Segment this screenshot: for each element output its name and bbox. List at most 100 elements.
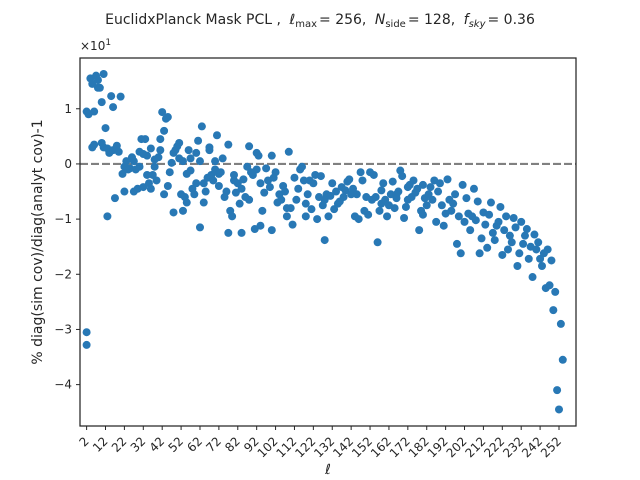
- data-point: [97, 98, 106, 107]
- data-point: [364, 210, 373, 219]
- data-point: [292, 195, 301, 204]
- data-point: [498, 250, 507, 259]
- data-point: [454, 212, 463, 221]
- data-point: [352, 190, 361, 199]
- y-axis-label: % diag(sim cov)/diag(analyt cov)-1: [30, 119, 46, 364]
- data-point: [401, 202, 410, 211]
- data-point: [267, 151, 276, 160]
- y-axis-ticks: −4 −3 −2 −1 0 1: [54, 102, 80, 392]
- data-point: [141, 135, 150, 144]
- data-point: [356, 168, 365, 177]
- title-fsky-symbol: f: [464, 12, 471, 28]
- svg-text:EuclidxPlanck Mask PCL ,: EuclidxPlanck Mask PCL , ℓmax = 256, Nsid…: [105, 12, 535, 30]
- data-point: [316, 172, 325, 181]
- data-point: [82, 340, 91, 349]
- data-point: [485, 210, 494, 219]
- data-point: [460, 217, 469, 226]
- data-point: [409, 176, 418, 185]
- data-point: [473, 197, 482, 206]
- data-point: [515, 249, 524, 258]
- data-point: [288, 220, 297, 229]
- x-axis-label: ℓ: [324, 462, 331, 478]
- data-point: [211, 157, 220, 166]
- data-point: [554, 405, 563, 414]
- y-tick-label: −1: [54, 212, 72, 226]
- x-tick-label: 22: [109, 434, 130, 455]
- data-point: [199, 198, 208, 207]
- data-point: [143, 151, 152, 160]
- data-point: [313, 215, 322, 224]
- data-point: [216, 168, 225, 177]
- y-tick-label: 0: [64, 157, 72, 171]
- data-point: [462, 194, 471, 203]
- data-point: [245, 195, 254, 204]
- data-point: [524, 254, 533, 263]
- data-point: [245, 142, 254, 151]
- plot-frame: [79, 57, 577, 427]
- data-point: [415, 226, 424, 235]
- data-point: [369, 170, 378, 179]
- data-point: [456, 249, 465, 258]
- data-point: [428, 195, 437, 204]
- data-point: [534, 238, 543, 247]
- data-point: [332, 187, 341, 196]
- data-point: [163, 113, 172, 122]
- data-point: [99, 70, 108, 78]
- data-point: [103, 212, 112, 221]
- data-point: [194, 136, 203, 145]
- data-point: [520, 231, 529, 240]
- data-point: [500, 226, 509, 235]
- data-point: [469, 184, 478, 193]
- data-point: [303, 190, 312, 199]
- y-offset-text: ×101: [80, 38, 111, 53]
- data-point: [192, 148, 201, 157]
- data-point: [224, 140, 233, 149]
- data-point: [298, 162, 307, 171]
- data-point: [135, 162, 144, 171]
- data-point: [324, 212, 333, 221]
- data-point: [551, 287, 560, 296]
- y-tick-label: 1: [64, 102, 72, 116]
- data-point: [163, 182, 172, 190]
- data-point: [299, 176, 308, 185]
- y-tick-label: −3: [54, 322, 72, 336]
- data-point: [432, 217, 441, 226]
- data-point: [345, 175, 354, 184]
- data-point: [475, 249, 484, 258]
- data-point: [290, 173, 299, 182]
- data-point: [519, 239, 528, 248]
- data-point: [212, 131, 221, 140]
- data-point: [483, 243, 492, 252]
- data-point: [109, 103, 118, 112]
- data-point: [256, 221, 265, 230]
- data-point: [386, 190, 395, 199]
- data-point: [434, 187, 443, 196]
- data-point: [502, 212, 511, 221]
- data-point: [426, 183, 435, 192]
- data-point: [110, 194, 119, 203]
- data-point: [282, 212, 291, 221]
- data-point: [237, 184, 246, 193]
- data-point: [422, 201, 431, 210]
- x-tick-label: 42: [147, 434, 168, 455]
- data-point: [437, 201, 446, 210]
- data-point: [182, 198, 191, 207]
- data-point: [545, 281, 554, 290]
- x-tick-label: 82: [222, 434, 243, 455]
- data-point: [231, 188, 240, 197]
- data-point: [377, 186, 386, 195]
- data-point: [152, 176, 161, 185]
- data-point: [481, 220, 490, 229]
- data-point: [537, 262, 546, 270]
- data-point: [301, 212, 310, 221]
- data-point: [341, 186, 350, 195]
- data-point: [413, 184, 422, 193]
- data-point: [235, 199, 244, 208]
- data-point: [509, 214, 518, 222]
- data-point: [511, 223, 520, 232]
- data-point: [101, 124, 110, 133]
- data-point: [254, 151, 263, 160]
- data-point: [547, 256, 556, 265]
- data-point: [388, 177, 397, 186]
